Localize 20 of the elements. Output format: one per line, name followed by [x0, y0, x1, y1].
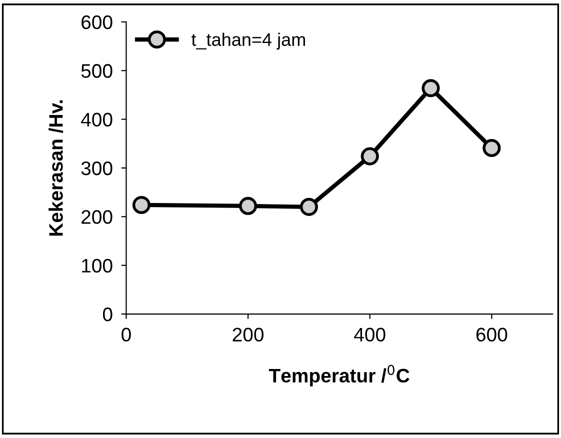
- y-tick-label: 400: [81, 112, 112, 127]
- point: [360, 147, 379, 166]
- x-axis-title: Temperatur /$^{0}$C: [268, 364, 410, 386]
- point: [300, 198, 318, 216]
- point: [482, 138, 501, 158]
- x-tick-label: 0: [122, 328, 131, 342]
- legend-label: t_tahan=4 jam: [192, 32, 305, 50]
- y-tick-label: 600: [82, 15, 112, 30]
- x-tick-label: 600: [476, 328, 508, 342]
- y-tick-label: 200: [82, 210, 112, 224]
- point: [422, 79, 440, 98]
- x-tick-label: 400: [354, 328, 386, 342]
- y-axis-title: Kekerasan /Hv.: [48, 100, 64, 236]
- y-tick-label: 100: [82, 258, 112, 273]
- point: [239, 196, 258, 215]
- y-tick-label: 300: [81, 161, 112, 176]
- y-tick-label: 500: [81, 64, 112, 78]
- y-tick-label: 0: [102, 308, 112, 322]
- point: [132, 196, 150, 214]
- x-tick-label: 200: [232, 328, 264, 342]
